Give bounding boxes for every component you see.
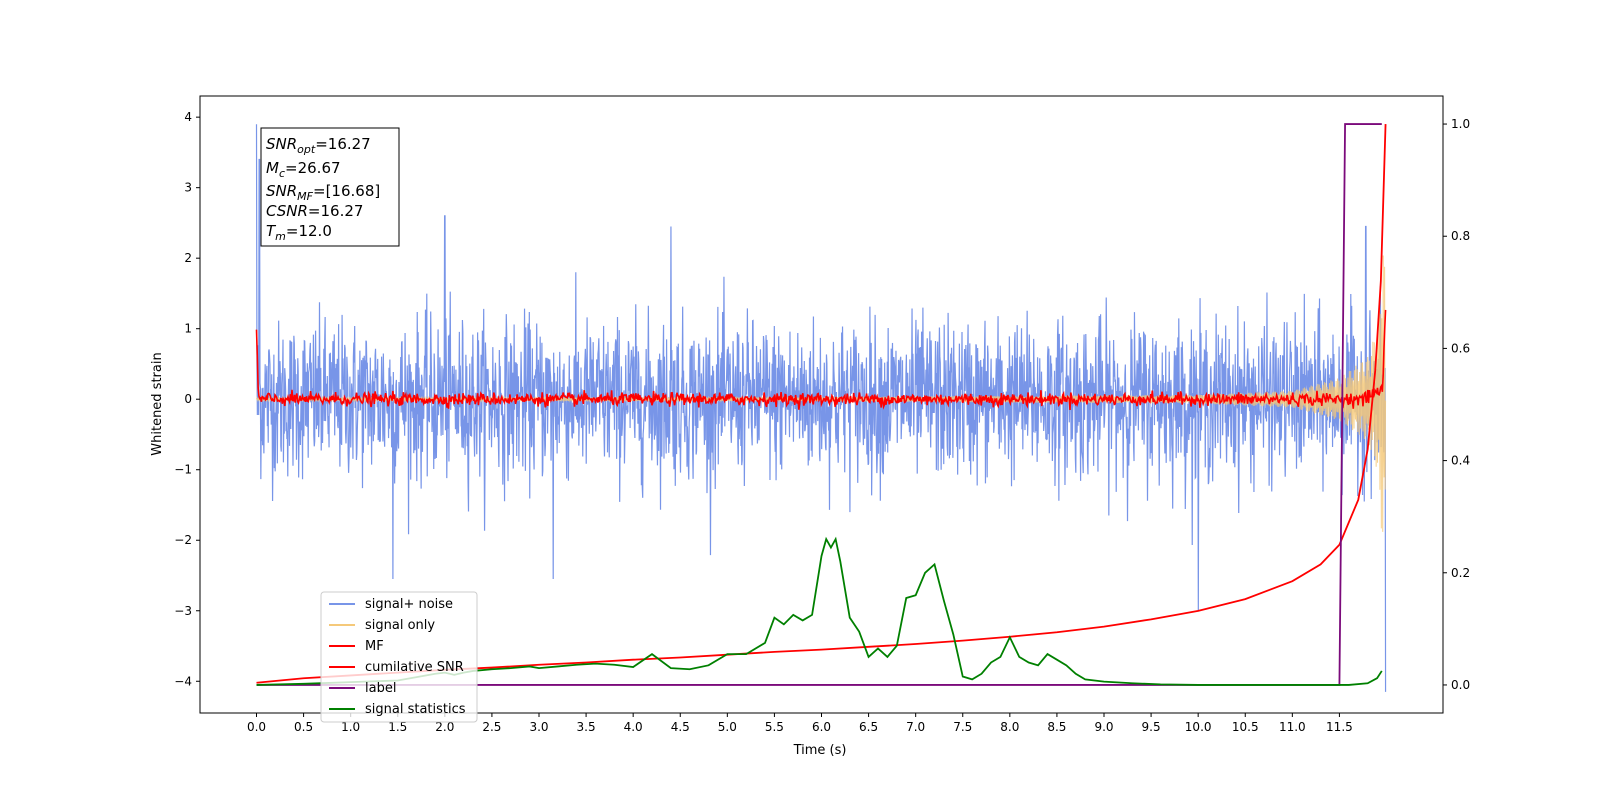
legend-label-signal-statistics: signal statistics [365, 702, 466, 717]
right-y-tick-label: 0.0 [1451, 678, 1470, 692]
x-axis-label: Time (s) [793, 743, 847, 758]
left-y-tick-label: 3 [184, 181, 192, 195]
x-tick-label: 10.5 [1232, 720, 1259, 734]
x-tick-label: 11.5 [1326, 720, 1353, 734]
right-y-tick-label: 1.0 [1451, 117, 1470, 131]
x-tick-label: 7.5 [953, 720, 972, 734]
x-axis-ticks: 0.0 0.5 1.0 1.5 2.0 2.5 3.0 3.5 4.0 4.5 5.0 5.5 6.0 6… [247, 713, 1353, 734]
x-tick-label: 5.0 [718, 720, 737, 734]
legend-label-label: label [365, 681, 396, 696]
left-y-tick-label: −2 [174, 533, 192, 547]
x-tick-label: 6.0 [812, 720, 831, 734]
series-signal-statistics [256, 536, 1383, 686]
left-y-tick-label: −4 [174, 674, 192, 688]
left-y-tick-label: −1 [174, 463, 192, 477]
annotation-box: SNRopt=16.27 Mc=26.67 SNRMF=[16.68] CSNR… [260, 127, 400, 247]
left-y-tick-label: 4 [184, 110, 192, 124]
x-tick-label: 0.5 [294, 720, 313, 734]
right-axis-ticks: 1.0 0.8 0.6 0.4 0.2 0.0 [1443, 117, 1470, 692]
x-tick-label: 1.5 [388, 720, 407, 734]
plot-area [255, 123, 1387, 692]
left-y-tick-label: 0 [184, 392, 192, 406]
x-tick-label: 8.0 [1000, 720, 1019, 734]
right-y-tick-label: 0.2 [1451, 566, 1470, 580]
left-y-tick-label: −3 [174, 604, 192, 618]
left-y-tick-label: 1 [184, 322, 192, 336]
x-tick-label: 2.0 [435, 720, 454, 734]
x-tick-label: 3.5 [577, 720, 596, 734]
x-tick-label: 6.5 [859, 720, 878, 734]
x-tick-label: 1.0 [341, 720, 360, 734]
y-axis-label: Whitened strain [150, 352, 165, 455]
legend-label-cumulative-snr: cumilative SNR [365, 660, 464, 675]
x-tick-label: 4.0 [624, 720, 643, 734]
x-tick-label: 8.5 [1047, 720, 1066, 734]
right-y-tick-label: 0.8 [1451, 229, 1470, 243]
x-tick-label: 10.0 [1185, 720, 1212, 734]
annotation-tm: Tm=12.0 [266, 222, 332, 243]
series-label [256, 123, 1382, 686]
right-y-tick-label: 0.4 [1451, 454, 1470, 468]
left-y-tick-label: 2 [184, 251, 192, 265]
series-mf [255, 309, 1387, 410]
series-signal-noise [255, 124, 1387, 692]
series-cumulative-snr [256, 124, 1387, 684]
annotation-snr-mf: SNRMF=[16.68] [266, 182, 380, 203]
annotation-snr-opt: SNRopt=16.27 [266, 135, 371, 156]
annotation-chirp-mass: Mc=26.67 [266, 159, 341, 180]
x-tick-label: 9.5 [1142, 720, 1161, 734]
right-y-tick-label: 0.6 [1451, 341, 1470, 355]
x-tick-label: 2.5 [482, 720, 501, 734]
legend: signal+ noise signal only MF cumilative … [320, 591, 478, 723]
x-tick-label: 7.0 [906, 720, 925, 734]
annotation-csnr: CSNR=16.27 [266, 202, 363, 220]
x-tick-label: 5.5 [765, 720, 784, 734]
legend-label-signal-only: signal only [365, 618, 435, 633]
x-tick-label: 0.0 [247, 720, 266, 734]
x-tick-label: 9.0 [1094, 720, 1113, 734]
left-axis-ticks: 4 3 2 1 0 −1 −2 −3 −4 [174, 110, 200, 688]
legend-label-signal-noise: signal+ noise [365, 597, 453, 612]
x-tick-label: 4.5 [671, 720, 690, 734]
legend-label-mf: MF [365, 639, 384, 654]
x-tick-label: 11.0 [1279, 720, 1306, 734]
x-tick-label: 3.0 [529, 720, 548, 734]
